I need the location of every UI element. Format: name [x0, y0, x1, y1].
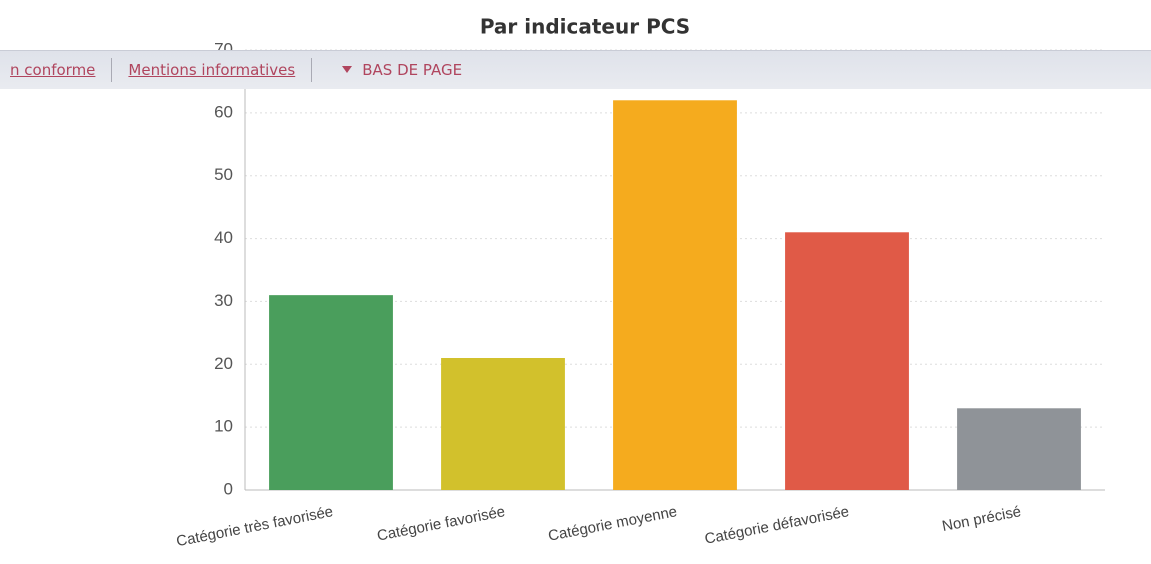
- bar: [269, 295, 393, 490]
- y-tick-label: 30: [214, 291, 233, 310]
- bar: [785, 232, 909, 491]
- chart-title: Par indicateur PCS: [480, 15, 690, 39]
- y-tick-label: 0: [224, 479, 233, 498]
- nav-link[interactable]: BAS DE PAGE: [312, 61, 462, 79]
- bar: [441, 358, 565, 490]
- nav-link[interactable]: Mentions informatives: [128, 61, 296, 79]
- y-tick-label: 60: [214, 102, 233, 121]
- x-tick-label: Catégorie défavorisée: [703, 503, 850, 548]
- x-tick-label: Catégorie moyenne: [547, 503, 679, 545]
- bar: [613, 100, 737, 491]
- nav-link-text: BAS DE PAGE: [362, 61, 463, 79]
- caret-icon: [342, 66, 353, 73]
- separator: [311, 58, 313, 82]
- nav-bar: n conforme Mentions informatives BAS DE …: [0, 50, 1151, 89]
- y-tick-label: 40: [214, 228, 233, 247]
- y-tick-label: 50: [214, 165, 233, 184]
- bar: [957, 408, 1081, 490]
- x-tick-label: Catégorie très favorisée: [175, 503, 335, 550]
- nav-link[interactable]: n conforme: [10, 61, 96, 79]
- y-tick-label: 20: [214, 354, 233, 373]
- x-tick-label: Catégorie favorisée: [376, 503, 507, 545]
- x-tick-label: Non précisé: [941, 503, 1023, 535]
- y-tick-label: 10: [214, 417, 233, 436]
- separator: [111, 58, 113, 82]
